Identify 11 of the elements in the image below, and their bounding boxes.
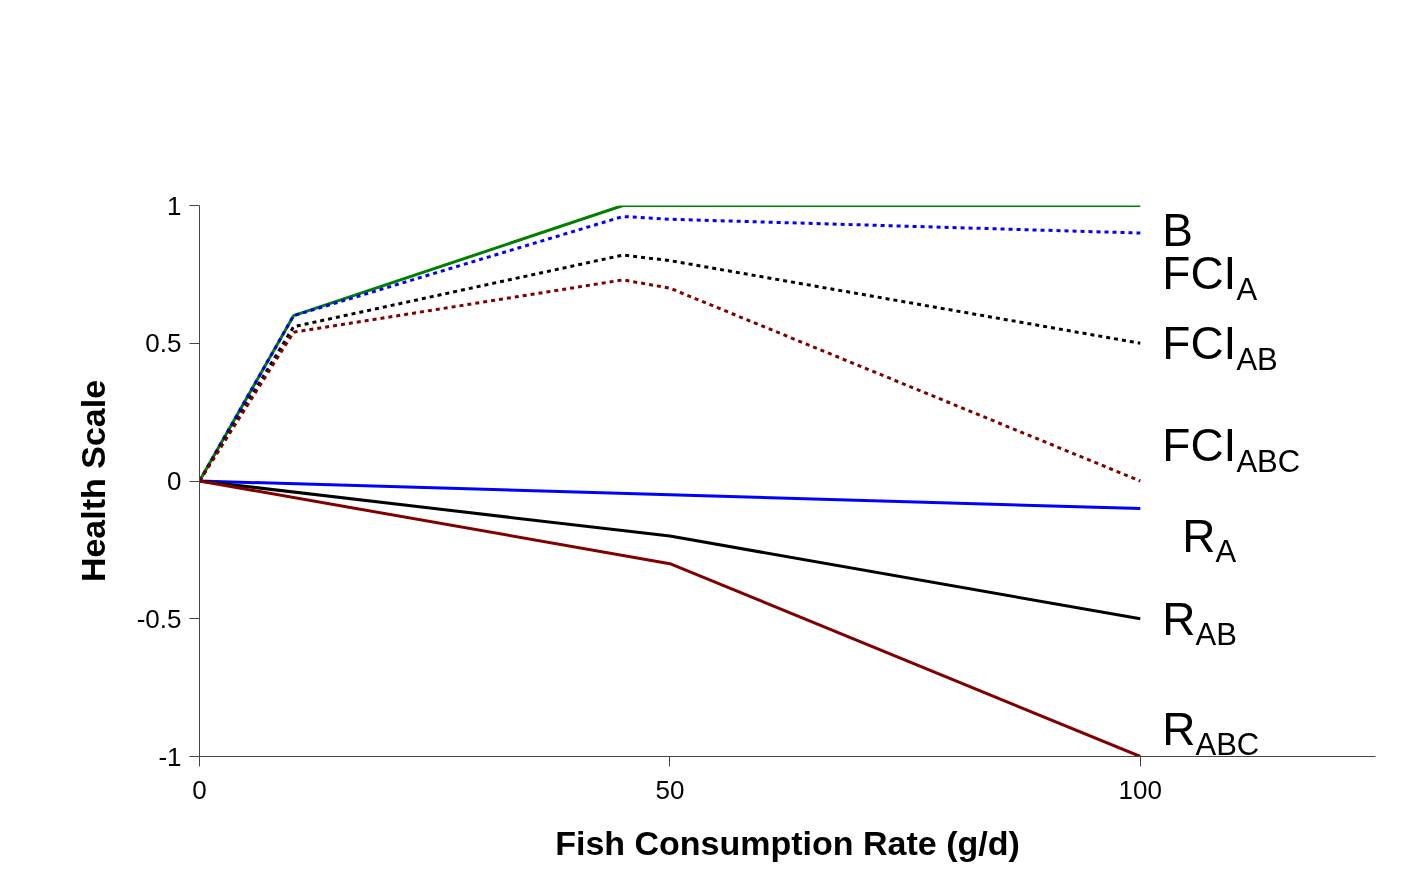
y-tick-label: 0 (167, 466, 182, 496)
series-label: B (1162, 203, 1193, 256)
y-axis-title: Health Scale (73, 379, 112, 583)
x-tick-label: 50 (655, 774, 685, 805)
x-tick-label: 0 (192, 774, 207, 805)
y-tick-label: 1 (167, 190, 182, 221)
y-tick-label: 0.5 (145, 328, 182, 359)
x-axis-title: Fish Consumption Rate (g/d) (555, 823, 1020, 862)
y-tick-label: -0.5 (136, 603, 182, 634)
y-tick-label: -1 (158, 741, 182, 772)
x-tick-label: 100 (1118, 774, 1162, 805)
